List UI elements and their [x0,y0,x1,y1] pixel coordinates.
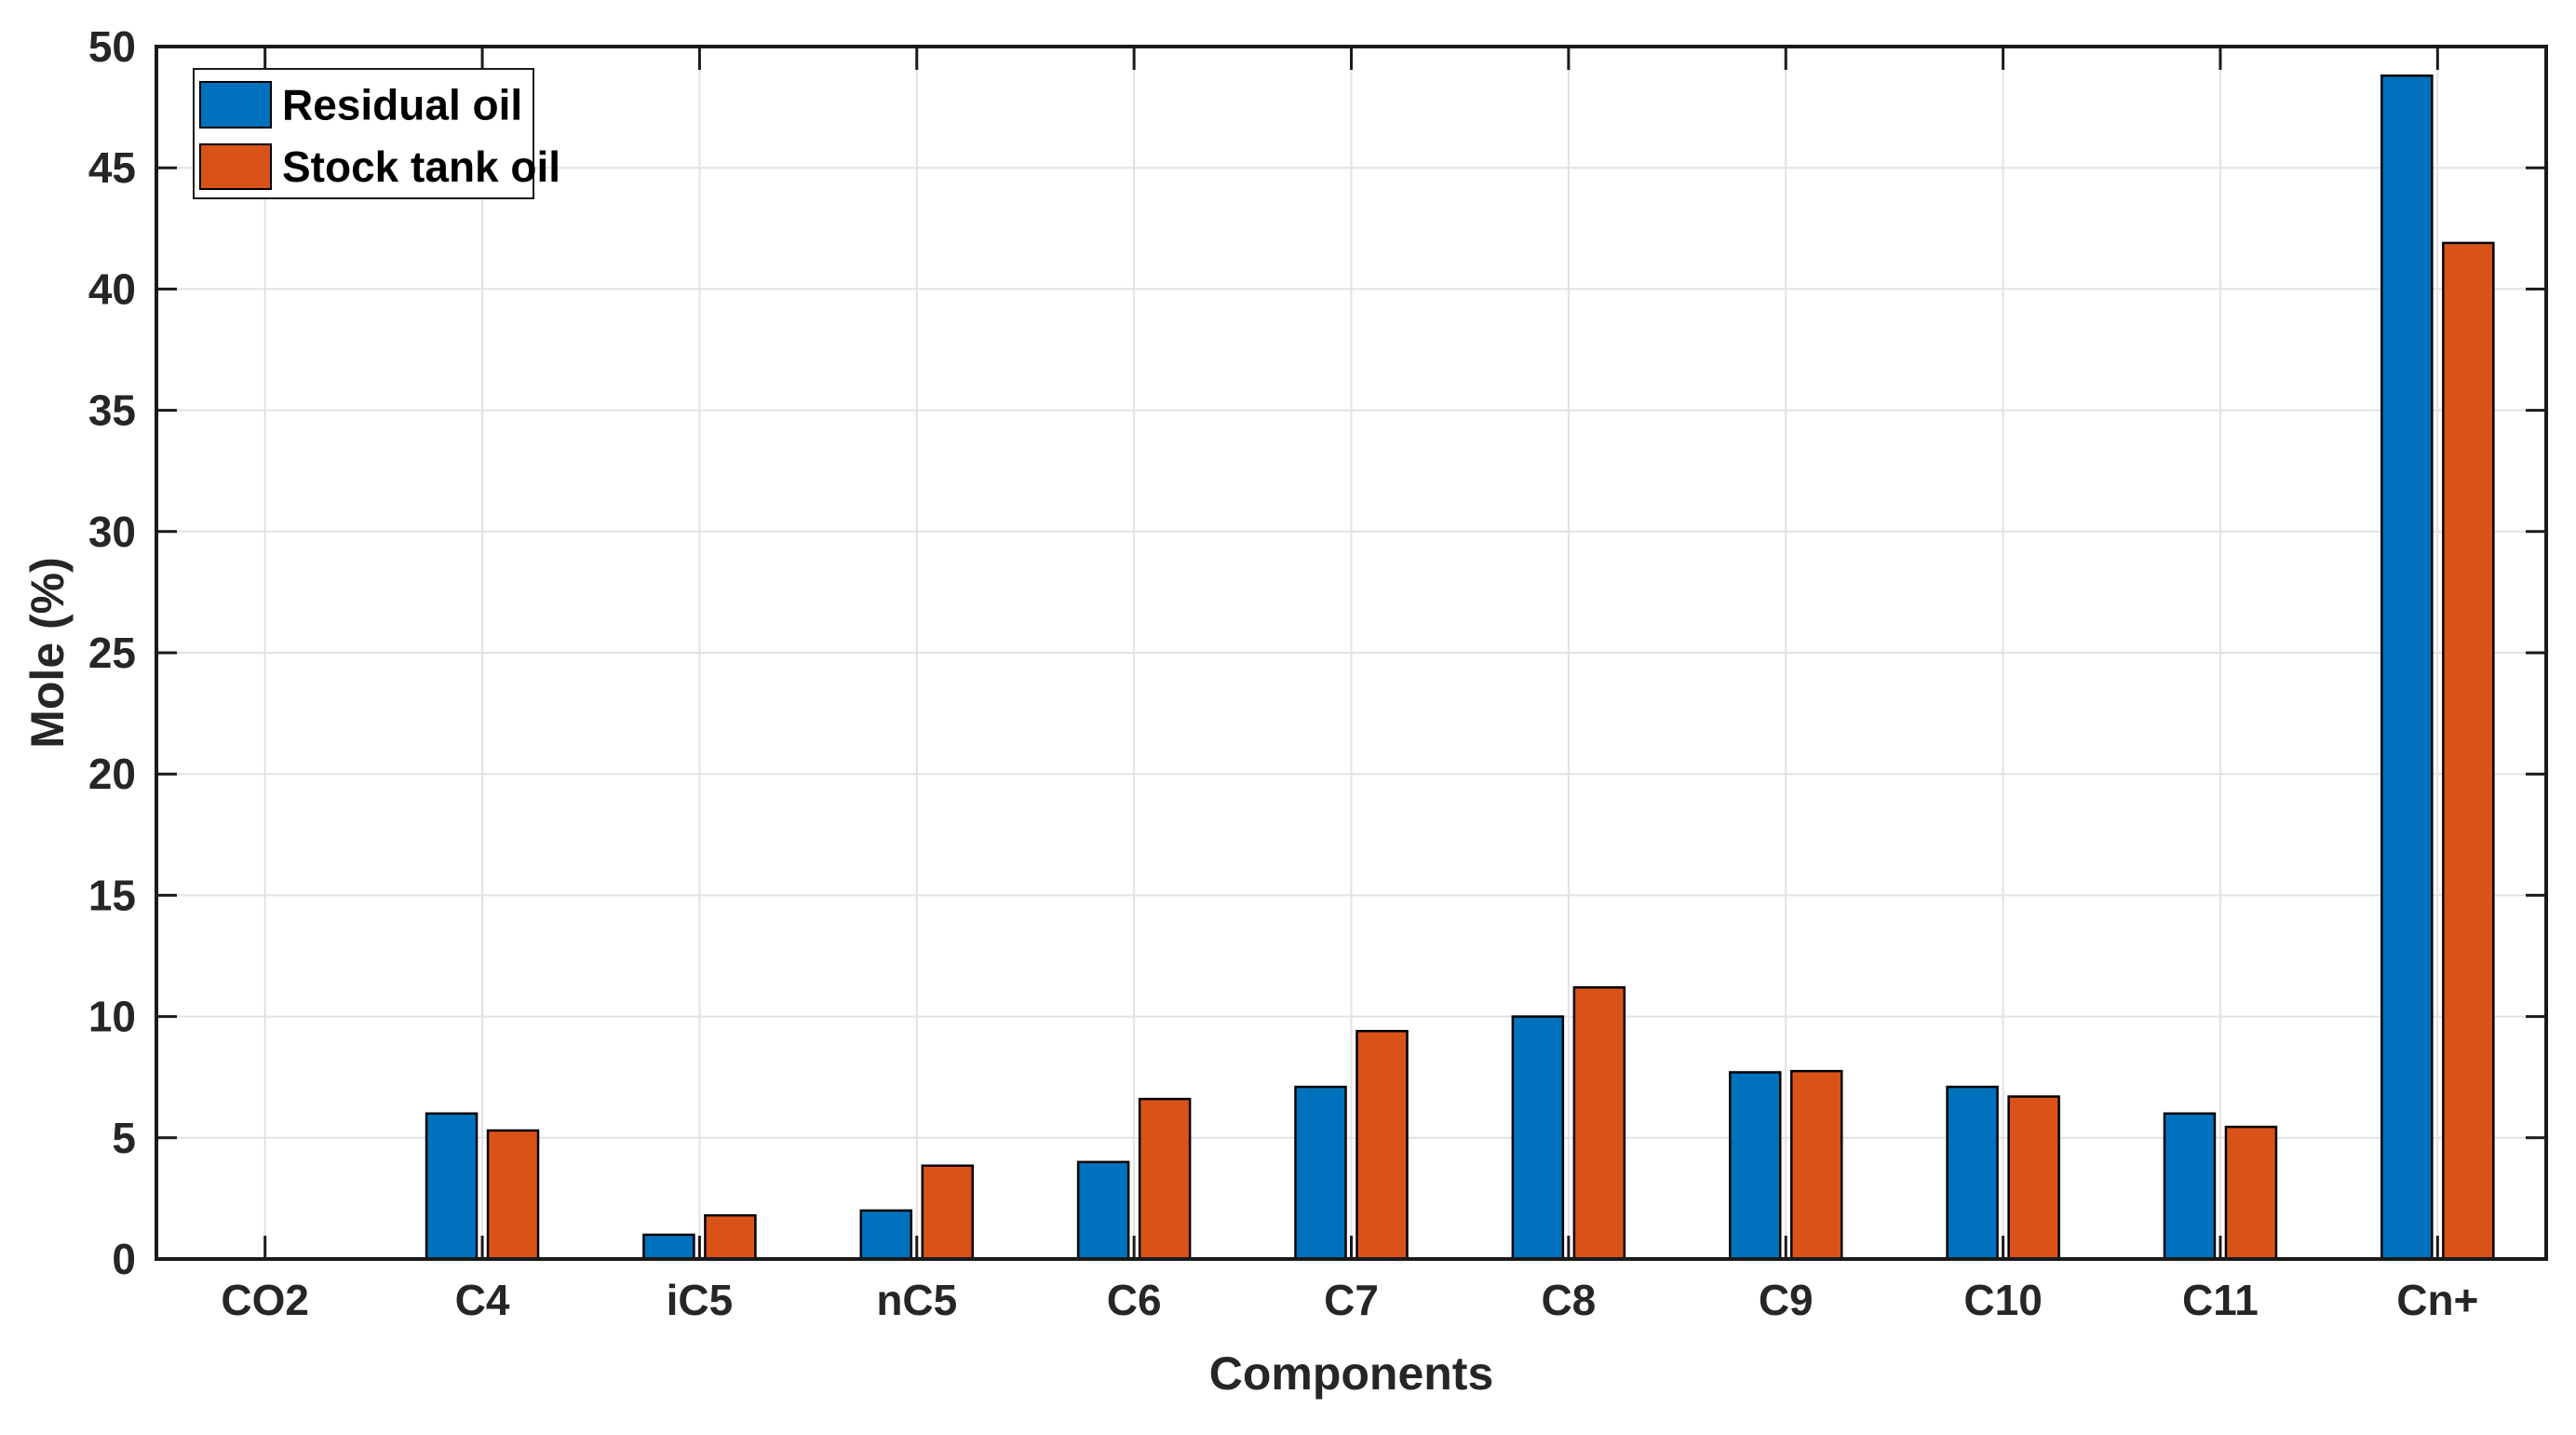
legend: Residual oil Stock tank oil [193,68,560,199]
legend-label-stock-tank-oil: Stock tank oil [282,142,560,191]
y-axis-tick-label-50: 50 [88,22,136,71]
x-axis-tick-label-c4: C4 [455,1276,510,1324]
x-axis-tick-label-ic5: iC5 [667,1276,734,1324]
gridlines-vertical [263,47,2439,1259]
bar-residual-oil-c7 [1294,1085,1347,1261]
bar-residual-oil-c9 [1728,1071,1782,1261]
bar-residual-oil-c11 [2163,1112,2217,1261]
y-axis-tick-label-45: 45 [88,143,136,192]
bar-residual-oil-ic5 [642,1233,695,1261]
y-axis-tick-label-20: 20 [88,750,136,798]
bar-residual-oil-c6 [1076,1160,1130,1261]
bar-stock-tank-oil-c4 [486,1129,540,1261]
x-axis-tick-label-nc5: nC5 [876,1276,957,1324]
x-axis-tick-labels: CO2 C4 iC5 nC5 C6 C7 C8 C9 C10 C11 Cn+ [221,1276,2478,1324]
bar-stock-tank-oil-nc5 [921,1164,975,1261]
y-axis-tick-label-40: 40 [88,264,136,313]
x-axis-tick-label-c6: C6 [1107,1276,1162,1324]
plot-border [155,45,2548,1261]
bar-residual-oil-c8 [1511,1015,1565,1261]
y-axis-tick-label-15: 15 [88,871,136,919]
bar-stock-tank-oil-c6 [1138,1097,1192,1261]
x-axis-tick-label-c10: C10 [1963,1276,2042,1324]
y-axis-tick-labels: 0 5 10 15 20 25 30 35 40 45 50 [88,22,136,1283]
bar-residual-oil-cn [2380,74,2434,1261]
bar-residual-oil-nc5 [859,1209,913,1261]
y-axis-tick-label-30: 30 [88,508,136,556]
series-stock-tank-oil [486,241,2495,1261]
y-axis-tick-label-25: 25 [88,629,136,677]
x-axis-tick-label-c9: C9 [1759,1276,1814,1324]
bar-residual-oil-c10 [1946,1085,1999,1261]
bar-stock-tank-oil-ic5 [704,1213,757,1261]
bar-stock-tank-oil-c10 [2007,1095,2060,1261]
series-residual-oil [425,74,2434,1261]
x-axis-tick-label-c7: C7 [1324,1276,1379,1324]
bar-stock-tank-oil-c11 [2224,1125,2278,1261]
y-axis-tick-label-0: 0 [112,1235,136,1283]
legend-swatch-stock-tank-oil [199,143,272,190]
x-axis-tick-label-co2: CO2 [221,1276,309,1324]
bar-stock-tank-oil-c7 [1355,1029,1409,1261]
x-axis-tick-label-c8: C8 [1541,1276,1596,1324]
x-axis-title: Components [1209,1347,1494,1400]
bar-stock-tank-oil-c9 [1789,1069,1843,1261]
legend-label-residual-oil: Residual oil [282,81,522,129]
y-axis-tick-label-5: 5 [112,1114,136,1162]
legend-swatch-residual-oil [199,81,272,129]
bar-stock-tank-oil-cn [2442,241,2495,1261]
bar-stock-tank-oil-c8 [1572,986,1626,1261]
x-axis-tick-label-c11: C11 [2182,1276,2259,1324]
x-axis-tick-label-cn: Cn+ [2396,1276,2478,1324]
y-axis-tick-label-10: 10 [88,993,136,1041]
y-axis-tick-label-35: 35 [88,386,136,435]
bar-residual-oil-c4 [425,1112,479,1261]
axis-ticks [156,45,2546,1261]
y-axis-title: Mole (%) [21,557,74,749]
